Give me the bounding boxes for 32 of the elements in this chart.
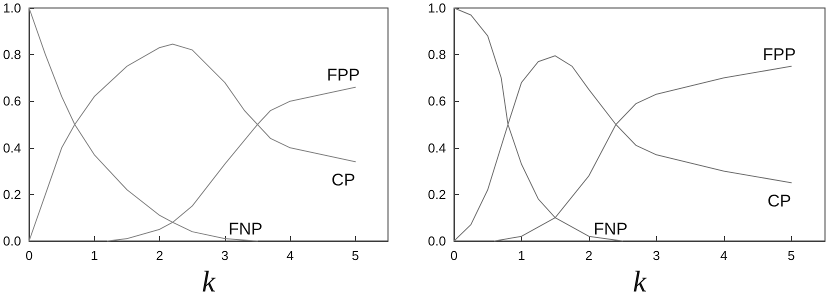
y-tick-label: 0.6 [2,94,22,109]
y-tick-label: 0.0 [2,234,22,248]
x-tick-label: 4 [286,248,294,263]
y-tick-label: 0.2 [428,186,446,202]
y-tick-label: 1.0 [2,0,22,16]
y-tick-label: 0.6 [428,94,446,109]
x-tick-label: 5 [352,248,359,263]
x-tick-label: 0 [450,248,458,263]
x-tick-label: 4 [720,248,728,263]
series-label: FPP [762,44,796,64]
x-tick-label: 1 [90,248,98,263]
y-tick-label: 0.4 [2,140,22,156]
series-label: CP [332,170,356,190]
x-tick-label: 3 [221,248,228,263]
x-tick-label: 2 [156,248,164,263]
x-axis-title: k [202,266,216,298]
y-tick-label: 0.8 [428,47,446,62]
x-tick-label: 1 [518,248,526,263]
x-tick-label: 2 [585,248,593,263]
y-tick-label: 0.0 [428,234,446,248]
series-label: FNP [594,220,628,238]
x-tick-label: 5 [788,248,795,263]
series-label: FNP [228,220,262,238]
y-tick-label: 0.2 [2,186,22,202]
x-tick-label: 0 [25,248,33,263]
series-label: CP [767,191,792,210]
x-tick-label: 3 [652,248,660,263]
y-tick-label: 0.8 [2,47,22,62]
series-label: FPP [326,66,360,85]
y-tick-label: 0.4 [428,140,446,156]
x-axis-title: k [632,266,647,298]
y-tick-label: 1.0 [428,0,446,16]
